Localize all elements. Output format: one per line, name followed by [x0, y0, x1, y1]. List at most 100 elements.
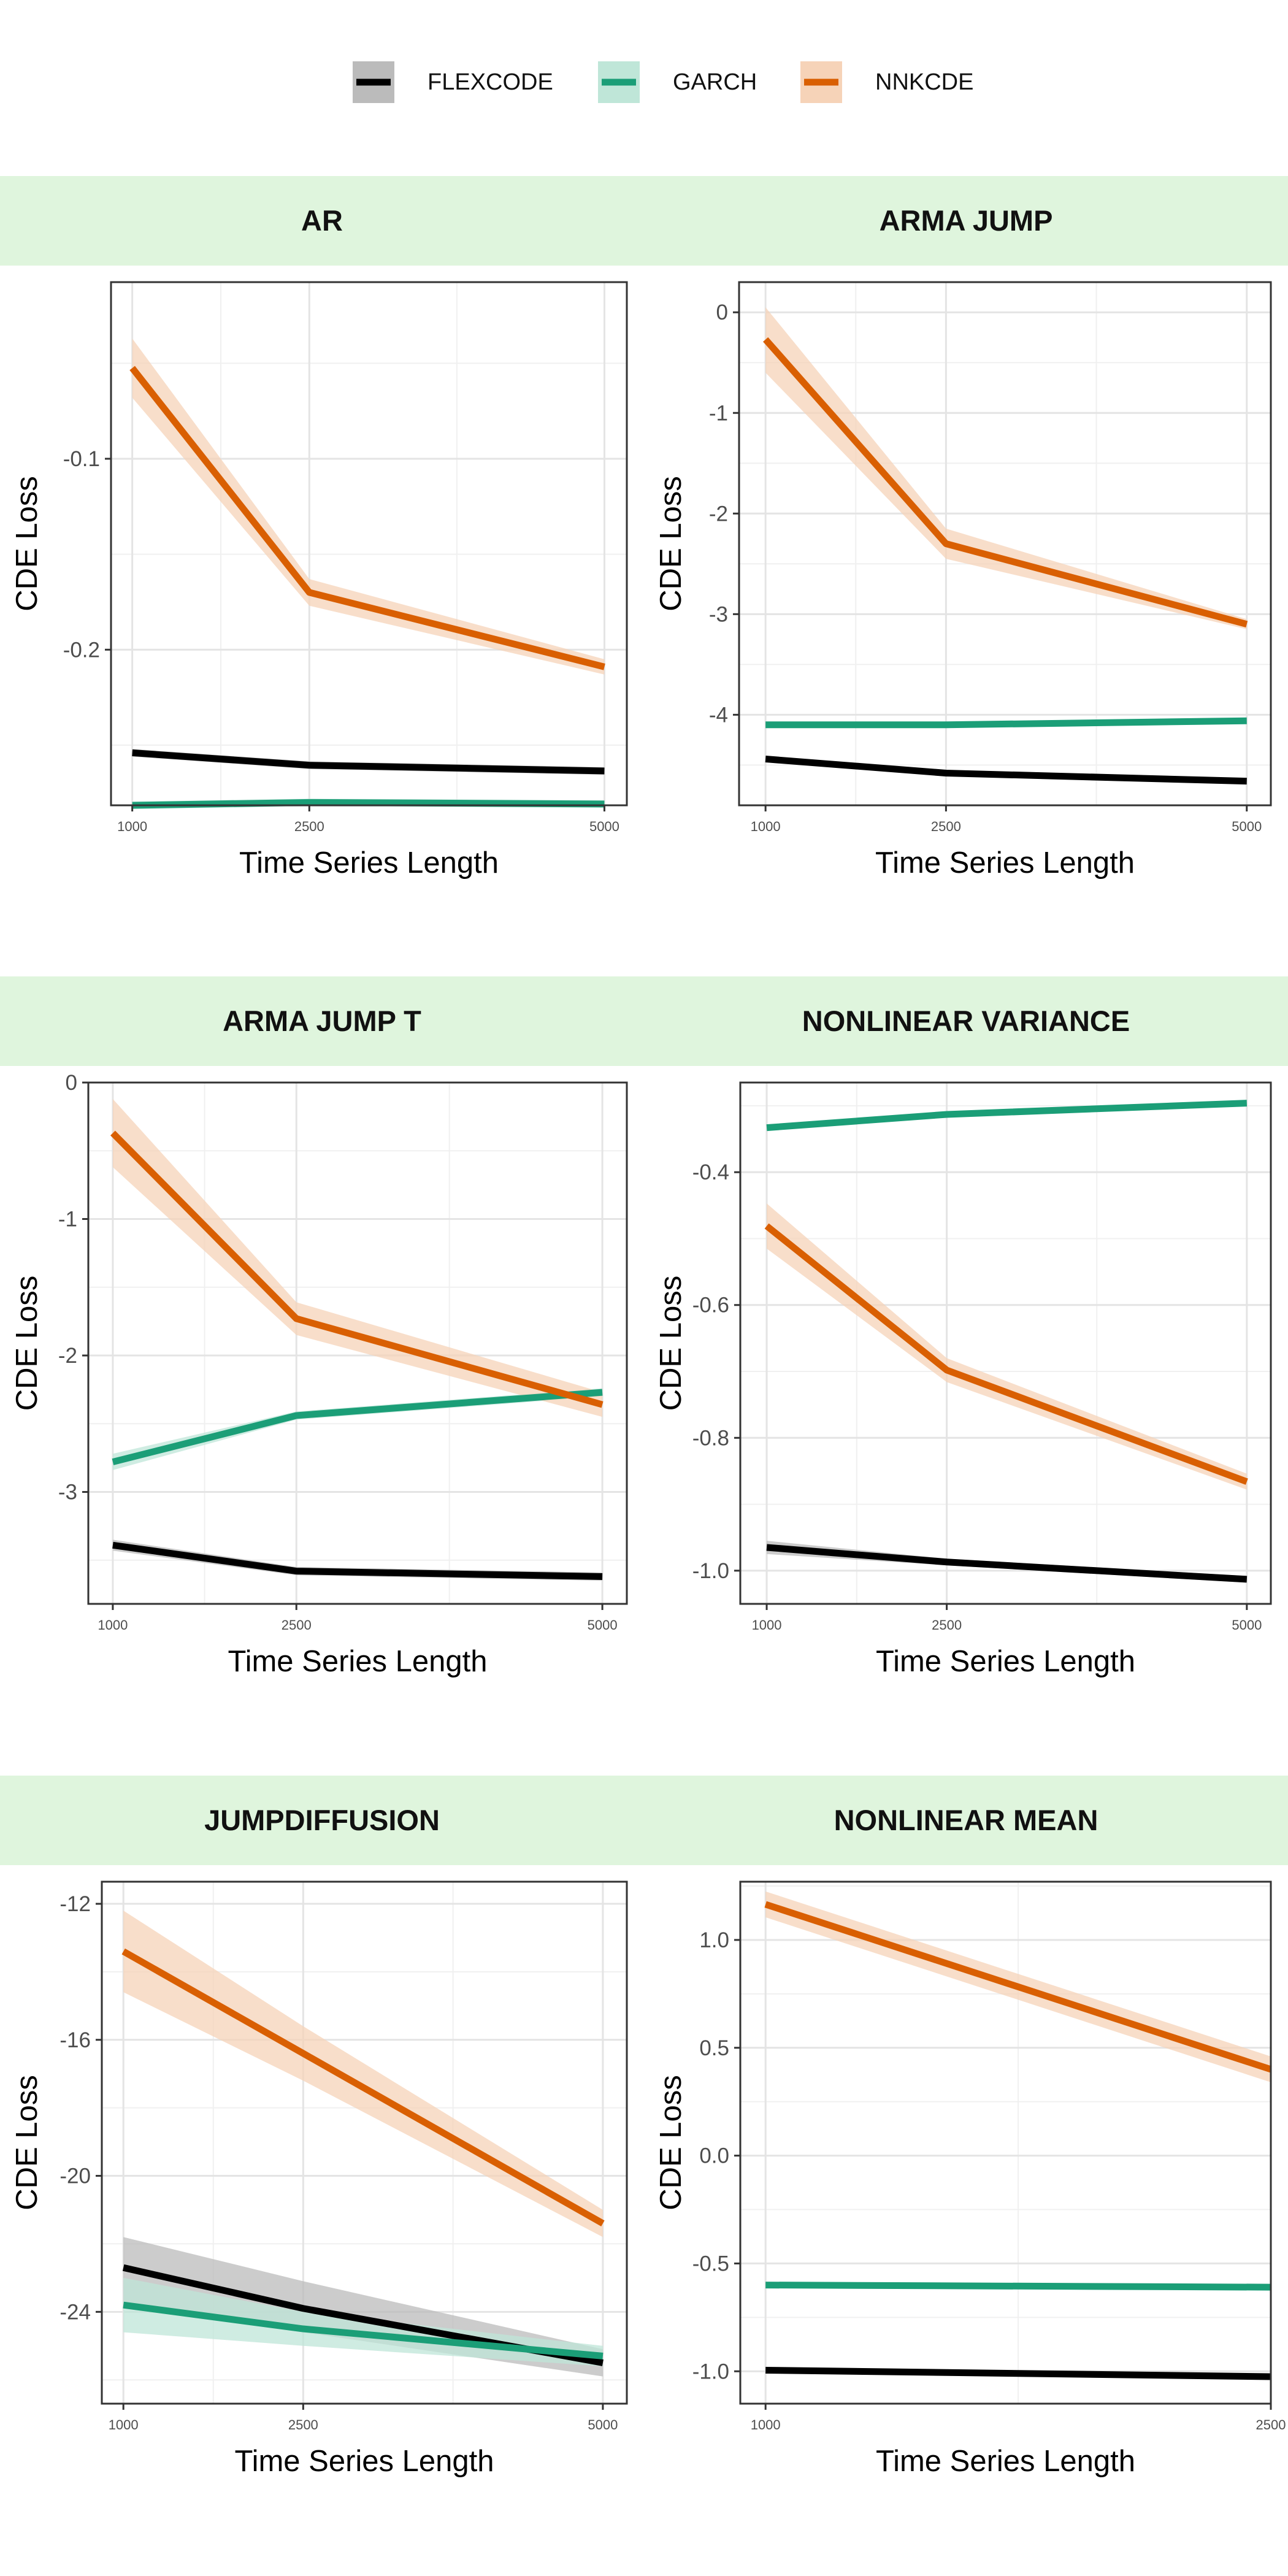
- x-tick-label: 1000: [117, 819, 147, 834]
- y-axis-title: CDE Loss: [654, 2075, 688, 2210]
- panel-border: [110, 281, 628, 807]
- series-line-garch: [112, 1389, 603, 1465]
- x-axis-title: Time Series Length: [876, 1645, 1135, 1678]
- legend-label-nnkcde: NNKCDE: [875, 69, 973, 95]
- legend-label-flexcode: FLEXCODE: [427, 69, 553, 95]
- x-tick-label: 2500: [1256, 2417, 1286, 2432]
- y-tick-label: -0.5: [692, 2252, 729, 2275]
- y-tick-label: -12: [59, 1892, 91, 1916]
- series-line-flexcode: [765, 756, 1247, 785]
- y-tick-label: 0: [66, 1071, 77, 1095]
- series-line-nnkcde: [764, 1901, 1272, 2073]
- panel-title-arma-jump-t: ARMA JUMP T: [223, 1005, 421, 1037]
- confidence-band-flexcode: [112, 1539, 603, 1581]
- plot-area: [739, 282, 1271, 805]
- plot-area: [740, 1083, 1271, 1604]
- series-line-nnkcde: [763, 337, 1248, 628]
- y-axis-title: CDE Loss: [10, 2075, 44, 2210]
- y-tick-label: -1.0: [692, 2359, 729, 2383]
- series-line-nnkcde: [129, 366, 605, 670]
- chart-panel-nonlinear-mean: 1.0 0.5 0.0 -0.5 -1.0 1000 2500 Time Series Len…: [654, 1880, 1286, 2478]
- chart-panel-jumpdiffusion: -12 -16 -20 -24 1000 2500 5000 Time Series Leng…: [10, 1880, 628, 2478]
- series-line-flexcode: [766, 1544, 1248, 1583]
- series-line-garch: [765, 717, 1247, 729]
- series-line-garch: [123, 2301, 604, 2359]
- x-tick-label: 2500: [931, 819, 961, 834]
- y-tick-label: -3: [709, 602, 728, 626]
- series-line-nnkcde: [764, 1223, 1248, 1485]
- y-tick-label: -1: [58, 1208, 77, 1232]
- y-tick-label: -0.8: [692, 1426, 729, 1450]
- series-line-nnkcde: [121, 1948, 605, 2226]
- y-tick-label: 0.5: [699, 2036, 729, 2060]
- y-tick-label: -1.0: [692, 1559, 729, 1583]
- y-tick-label: -3: [58, 1481, 77, 1505]
- panel-border: [87, 1081, 628, 1605]
- chart-panel-arma-jump: 0 -1 -2 -3 -4 1000 2500 5000 Time Series Length C…: [654, 281, 1272, 880]
- y-tick-label: -16: [59, 2028, 91, 2052]
- series-line-garch: [765, 2282, 1271, 2291]
- panel-border: [739, 1081, 1272, 1605]
- y-tick-label: 0.0: [699, 2144, 729, 2168]
- facet-strip-row-2: ARMA JUMP T NONLINEAR VARIANCE: [0, 976, 1288, 1066]
- panel-border: [739, 1880, 1272, 2405]
- y-tick-label: -24: [59, 2300, 91, 2324]
- x-axis-title: Time Series Length: [239, 846, 499, 880]
- panel-border: [738, 281, 1272, 807]
- panel-title-nonlinear-variance: NONLINEAR VARIANCE: [802, 1005, 1130, 1037]
- panel-border: [101, 1880, 628, 2405]
- x-tick-label: 5000: [589, 819, 619, 834]
- x-tick-label: 5000: [588, 2417, 618, 2432]
- panel-title-nonlinear-mean: NONLINEAR MEAN: [834, 1804, 1098, 1836]
- series-line-flexcode: [765, 2366, 1271, 2380]
- panel-title-arma-jump: ARMA JUMP: [879, 204, 1053, 237]
- confidence-band-nnkcde: [765, 307, 1247, 629]
- chart-legend: FLEXCODE GARCH NNKCDE: [353, 61, 973, 103]
- y-tick-label: 1.0: [699, 1928, 729, 1952]
- chart-panel-ar: -0.1 -0.2 1000 2500 5000 Time Series Length CD…: [10, 281, 628, 880]
- x-tick-label: 2500: [294, 819, 324, 834]
- x-tick-label: 1000: [751, 2417, 781, 2432]
- y-tick-label: -0.2: [63, 638, 100, 662]
- y-tick-label: -2: [709, 502, 728, 526]
- x-tick-label: 1000: [109, 2417, 139, 2432]
- facet-strip-row-3: JUMPDIFFUSION NONLINEAR MEAN: [0, 1776, 1288, 1865]
- legend-label-garch: GARCH: [673, 69, 757, 95]
- y-tick-label: -1: [709, 401, 728, 425]
- y-tick-label: -0.4: [692, 1160, 729, 1184]
- x-tick-label: 5000: [1232, 1617, 1262, 1633]
- x-tick-label: 2500: [932, 1617, 962, 1633]
- plot-area: [111, 282, 627, 805]
- x-axis-title: Time Series Length: [875, 846, 1135, 880]
- x-tick-label: 2500: [288, 2417, 318, 2432]
- x-tick-label: 2500: [282, 1617, 312, 1633]
- y-axis-title: CDE Loss: [654, 1276, 688, 1411]
- x-tick-label: 1000: [752, 1617, 782, 1633]
- y-tick-label: -0.1: [63, 447, 100, 471]
- x-tick-label: 1000: [751, 819, 781, 834]
- y-tick-label: -20: [59, 2164, 91, 2188]
- panel-title-ar: AR: [301, 204, 343, 237]
- x-axis-title: Time Series Length: [234, 2445, 494, 2478]
- series-line-flexcode: [112, 1541, 603, 1580]
- y-tick-label: 0: [716, 301, 728, 324]
- x-axis-title: Time Series Length: [228, 1645, 487, 1678]
- x-axis-title: Time Series Length: [876, 2445, 1135, 2478]
- plot-area: [740, 1882, 1271, 2404]
- series-line-garch: [766, 1100, 1248, 1132]
- chart-panel-nonlinear-variance: -0.4 -0.6 -0.8 -1.0 1000 2500 5000 Time Series …: [654, 1081, 1272, 1678]
- confidence-band-nnkcde: [112, 1098, 603, 1417]
- y-tick-label: -4: [709, 703, 728, 727]
- x-tick-label: 1000: [98, 1617, 128, 1633]
- x-tick-label: 5000: [588, 1617, 618, 1633]
- series-line-flexcode: [132, 749, 605, 775]
- panel-title-jumpdiffusion: JUMPDIFFUSION: [204, 1804, 440, 1836]
- y-tick-label: -0.6: [692, 1294, 729, 1317]
- chart-panel-arma-jump-t: 0 -1 -2 -3 1000 2500 5000 Time Series Length CDE…: [10, 1071, 628, 1678]
- y-axis-title: CDE Loss: [10, 1276, 44, 1411]
- series-line-nnkcde: [110, 1130, 604, 1408]
- y-tick-label: -2: [58, 1344, 77, 1368]
- x-tick-label: 5000: [1232, 819, 1262, 834]
- series-line-garch: [132, 799, 605, 809]
- y-axis-title: CDE Loss: [10, 476, 44, 611]
